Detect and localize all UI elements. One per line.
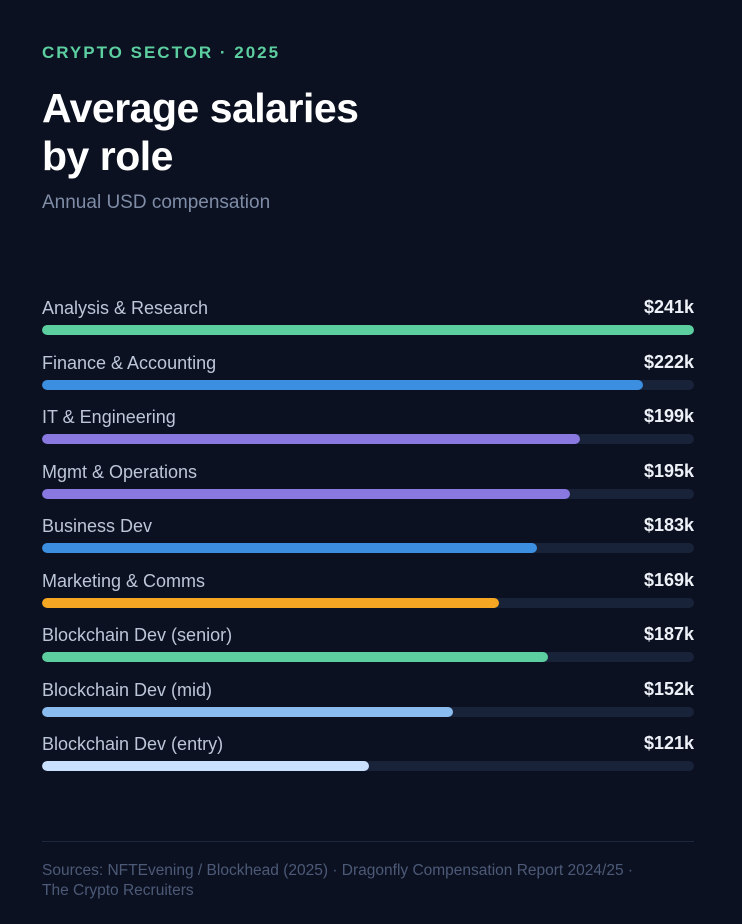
bar-value-label: $241k [643,297,694,317]
bar-row: IT & Engineering $199k [42,405,694,460]
bar-chart: Analysis & Research $241k Finance & Accoun… [42,296,694,787]
bar-track [42,652,694,662]
eyebrow-label: CRYPTO SECTOR · 2025 [42,43,281,62]
bar-row: Marketing & Comms $169k [42,569,694,624]
footer-divider [42,841,694,842]
chart-title: Average salaries by role [42,84,642,180]
bar-fill [42,652,548,662]
bar-fill [42,597,499,608]
bar-track [42,543,694,553]
bar-category-label: Mgmt & Operations [42,461,198,482]
bar-track [42,379,694,390]
chart-title-line-2: by role [42,133,173,179]
bar-row: Analysis & Research $241k [42,296,694,351]
bar-track [42,597,694,608]
bar-value-label: $121k [643,733,694,753]
bar-row: Blockchain Dev (mid) $152k [42,678,694,733]
bar-value-label: $187k [643,624,694,644]
bar-category-label: Business Dev [42,516,153,536]
bar-category-label: Analysis & Research [42,298,209,318]
bar-fill [42,761,369,771]
bar-category-label: Blockchain Dev (mid) [42,679,213,700]
bar-track [42,434,694,444]
bar-category-label: IT & Engineering [42,407,176,427]
bar-category-label: Blockchain Dev (senior) [42,625,233,645]
chart-subtitle: Annual USD compensation [42,192,271,213]
bar-fill [42,706,453,717]
bar-row: Finance & Accounting $222k [42,351,694,406]
bar-value-label: $152k [643,678,694,699]
bar-fill [42,379,643,390]
bar-value-label: $169k [643,569,694,590]
bar-fill [42,434,580,444]
bar-fill [42,543,537,553]
bar-track [42,325,694,335]
bar-category-label: Marketing & Comms [42,570,206,591]
bar-category-label: Blockchain Dev (entry) [42,734,224,754]
bar-category-label: Finance & Accounting [42,352,217,373]
bar-row: Mgmt & Operations $195k [42,460,694,515]
bar-value-label: $195k [643,460,694,481]
bar-value-label: $222k [643,351,694,372]
bar-row: Business Dev $183k [42,514,694,569]
bar-track [42,761,694,771]
sources-line-2: The Crypto Recruiters [42,882,194,899]
bar-value-label: $183k [643,515,694,535]
bar-fill [42,325,694,335]
sources-line-1: Sources: NFTEvening / Blockhead (2025) ·… [42,862,634,879]
bar-row: Blockchain Dev (senior) $187k [42,623,694,678]
bar-row: Blockchain Dev (entry) $121k [42,732,694,787]
sources-note: Sources: NFTEvening / Blockhead (2025) ·… [42,861,702,901]
bar-track [42,706,694,717]
bar-track [42,488,694,499]
chart-title-line-1: Average salaries [42,85,359,131]
bar-fill [42,488,570,499]
bar-value-label: $199k [643,406,694,426]
